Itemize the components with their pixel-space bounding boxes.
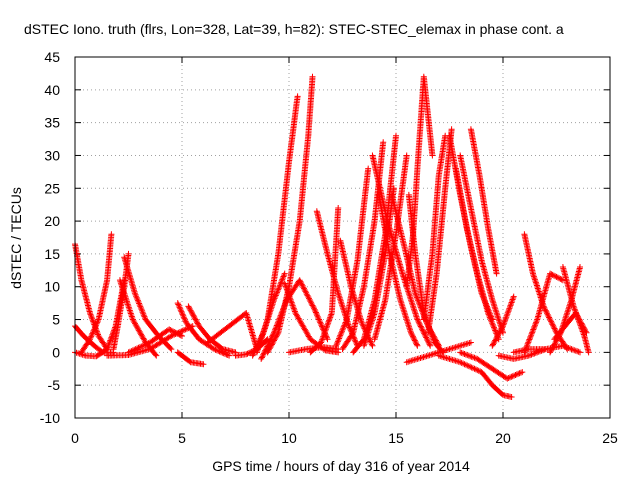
data-series xyxy=(457,152,506,336)
x-axis-label: GPS time / hours of day 316 of year 2014 xyxy=(212,458,470,474)
data-point-markers xyxy=(339,139,387,353)
x-tick-label: 5 xyxy=(178,430,186,446)
x-tick-label: 15 xyxy=(388,430,404,446)
data-series xyxy=(333,165,372,349)
data-series xyxy=(78,231,115,356)
data-point-markers xyxy=(174,349,207,368)
data-series xyxy=(521,270,566,356)
data-point-markers xyxy=(204,310,260,353)
y-tick-label: -5 xyxy=(48,377,61,393)
y-tick-label: 0 xyxy=(52,344,60,360)
x-tick-label: 0 xyxy=(71,430,79,446)
x-tick-label: 25 xyxy=(602,430,618,446)
data-point-markers xyxy=(489,293,517,349)
data-point-markers xyxy=(174,300,233,359)
y-tick-label: 5 xyxy=(52,312,60,328)
data-series xyxy=(174,349,207,368)
data-series xyxy=(174,300,233,359)
data-series xyxy=(339,139,387,353)
y-tick-label: 20 xyxy=(44,213,60,229)
data-series xyxy=(452,165,502,343)
data-series xyxy=(551,310,590,343)
data-series xyxy=(467,126,500,277)
axis-ticks: 0 5 10 15 20 25 -10 -5 0 5 10 15 20 25 30 35 40 45 xyxy=(40,49,618,446)
data-point-markers xyxy=(551,310,590,343)
plot-frame xyxy=(74,56,611,419)
data-series xyxy=(457,349,526,382)
y-tick-label: -10 xyxy=(40,410,60,426)
y-tick-label: 35 xyxy=(44,115,60,131)
y-tick-label: 40 xyxy=(44,82,60,98)
data-series xyxy=(435,352,515,400)
data-series xyxy=(403,339,474,366)
chart-title: dSTEC Iono. truth (flrs, Lon=328, Lat=39… xyxy=(24,21,564,37)
data-series xyxy=(125,326,185,356)
data-series xyxy=(204,310,260,353)
data-point-markers xyxy=(521,270,566,356)
data-point-markers xyxy=(78,231,115,356)
data-series xyxy=(489,293,517,349)
data-point-markers xyxy=(420,132,449,323)
x-tick-label: 20 xyxy=(495,430,511,446)
data-series xyxy=(420,132,449,323)
data-point-markers xyxy=(457,152,506,336)
x-tick-label: 10 xyxy=(281,430,297,446)
y-tick-label: 30 xyxy=(44,147,60,163)
data-series xyxy=(249,270,288,359)
data-point-markers xyxy=(467,126,500,277)
data-point-markers xyxy=(313,208,361,349)
y-tick-label: 45 xyxy=(44,49,60,65)
data-point-markers xyxy=(286,344,342,356)
y-axis-label: dSTEC / TECUs xyxy=(8,187,24,289)
data-point-markers xyxy=(452,165,502,343)
data-series xyxy=(286,344,342,356)
data-point-markers xyxy=(457,349,526,382)
data-points xyxy=(72,73,592,400)
data-point-markers xyxy=(435,352,515,400)
data-point-markers xyxy=(125,326,185,356)
y-tick-label: 15 xyxy=(44,246,60,262)
data-point-markers xyxy=(249,270,288,359)
data-series xyxy=(313,208,361,349)
data-point-markers xyxy=(333,165,372,349)
y-tick-label: 25 xyxy=(44,180,60,196)
y-tick-label: 10 xyxy=(44,279,60,295)
data-point-markers xyxy=(403,339,474,366)
